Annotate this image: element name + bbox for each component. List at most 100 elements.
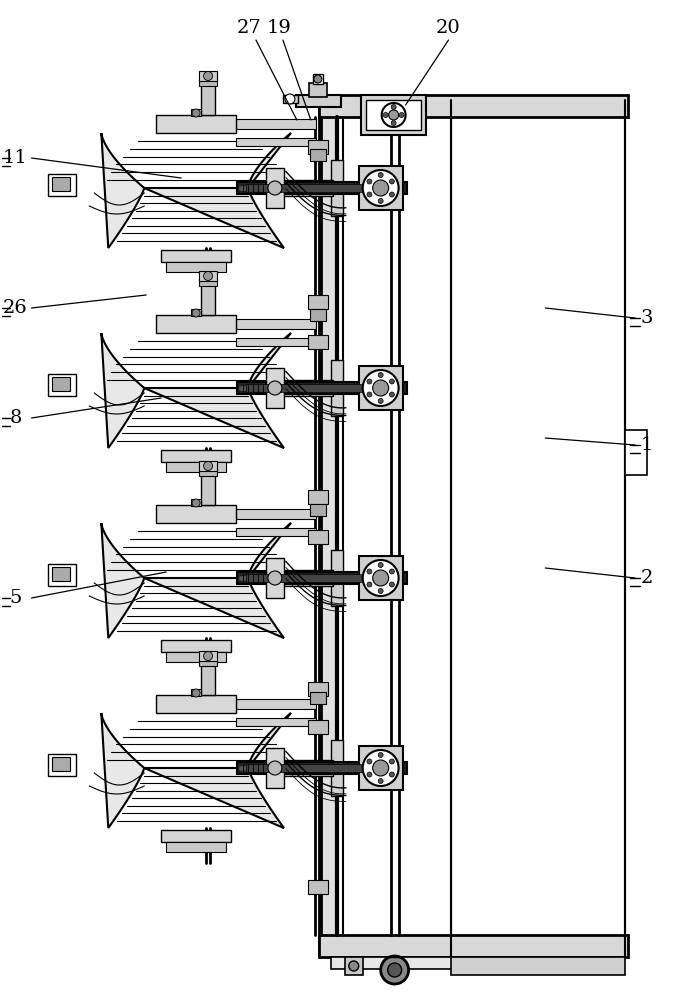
Bar bbox=[331, 740, 343, 796]
Circle shape bbox=[378, 172, 383, 178]
Text: 20: 20 bbox=[436, 19, 461, 37]
Circle shape bbox=[203, 72, 212, 81]
Bar bbox=[450, 957, 625, 975]
Circle shape bbox=[348, 961, 359, 971]
Circle shape bbox=[363, 750, 399, 786]
Bar bbox=[236, 138, 316, 146]
Circle shape bbox=[367, 772, 372, 777]
Bar bbox=[237, 762, 407, 774]
Bar bbox=[310, 149, 326, 161]
Circle shape bbox=[380, 956, 409, 984]
Bar bbox=[156, 315, 236, 333]
Circle shape bbox=[367, 179, 372, 184]
Circle shape bbox=[373, 180, 388, 196]
Circle shape bbox=[314, 75, 322, 83]
Bar bbox=[191, 109, 201, 116]
Circle shape bbox=[399, 112, 404, 117]
Bar bbox=[359, 366, 403, 410]
Bar bbox=[266, 168, 284, 208]
Circle shape bbox=[203, 652, 212, 660]
Bar bbox=[319, 95, 628, 117]
Bar bbox=[331, 957, 620, 969]
Bar bbox=[166, 652, 226, 662]
Bar bbox=[359, 166, 403, 210]
Circle shape bbox=[378, 372, 383, 377]
Circle shape bbox=[367, 569, 372, 574]
Bar bbox=[156, 505, 236, 523]
Bar bbox=[161, 450, 231, 462]
Bar bbox=[266, 368, 284, 408]
Bar bbox=[199, 79, 217, 86]
Bar bbox=[361, 95, 426, 135]
Circle shape bbox=[373, 760, 388, 776]
Bar bbox=[199, 659, 217, 666]
Bar bbox=[309, 83, 327, 97]
Bar bbox=[166, 462, 226, 472]
Bar bbox=[48, 754, 77, 776]
Circle shape bbox=[388, 110, 399, 120]
Text: 27: 27 bbox=[237, 19, 261, 37]
Circle shape bbox=[378, 752, 383, 758]
Circle shape bbox=[373, 380, 388, 396]
Circle shape bbox=[378, 562, 383, 568]
Bar bbox=[313, 74, 323, 84]
Circle shape bbox=[192, 689, 200, 697]
Circle shape bbox=[192, 499, 200, 507]
Bar bbox=[199, 651, 217, 661]
Bar bbox=[237, 382, 407, 394]
Circle shape bbox=[203, 462, 212, 471]
Bar bbox=[365, 100, 420, 130]
Bar bbox=[308, 140, 327, 154]
Bar bbox=[310, 692, 326, 704]
Bar bbox=[191, 689, 201, 696]
Bar bbox=[308, 335, 327, 349]
Bar bbox=[319, 935, 628, 957]
Bar bbox=[236, 699, 316, 709]
Bar bbox=[359, 556, 403, 600]
Bar bbox=[308, 880, 327, 894]
Circle shape bbox=[367, 379, 372, 384]
Bar bbox=[52, 567, 71, 581]
Bar bbox=[199, 71, 217, 81]
Circle shape bbox=[389, 569, 395, 574]
Circle shape bbox=[363, 370, 399, 406]
Bar bbox=[236, 319, 316, 329]
Bar bbox=[52, 377, 71, 391]
Bar bbox=[237, 182, 407, 194]
Bar bbox=[281, 180, 333, 196]
Text: 19: 19 bbox=[266, 19, 292, 37]
Bar bbox=[308, 530, 327, 544]
Polygon shape bbox=[101, 523, 291, 638]
Bar bbox=[308, 490, 327, 504]
Circle shape bbox=[378, 198, 383, 204]
Circle shape bbox=[203, 271, 212, 280]
Bar bbox=[310, 309, 326, 321]
Bar bbox=[308, 720, 327, 734]
Bar bbox=[52, 757, 71, 771]
Bar bbox=[625, 430, 647, 475]
Bar bbox=[161, 250, 231, 262]
Bar bbox=[236, 528, 316, 536]
Bar bbox=[48, 564, 77, 586]
Circle shape bbox=[268, 381, 282, 395]
Bar bbox=[156, 695, 236, 713]
Bar bbox=[191, 499, 201, 506]
Circle shape bbox=[388, 963, 401, 977]
Circle shape bbox=[192, 109, 200, 117]
Circle shape bbox=[389, 582, 395, 587]
Bar bbox=[166, 842, 226, 852]
Text: 2: 2 bbox=[641, 569, 654, 587]
Circle shape bbox=[378, 778, 383, 784]
Circle shape bbox=[367, 192, 372, 197]
Circle shape bbox=[389, 179, 395, 184]
Circle shape bbox=[378, 398, 383, 403]
Polygon shape bbox=[101, 333, 291, 448]
Bar bbox=[246, 184, 397, 192]
Bar bbox=[283, 95, 298, 103]
Bar bbox=[236, 509, 316, 519]
Circle shape bbox=[367, 582, 372, 587]
Circle shape bbox=[363, 560, 399, 596]
Bar bbox=[237, 572, 407, 584]
Circle shape bbox=[389, 759, 395, 764]
Circle shape bbox=[268, 571, 282, 585]
